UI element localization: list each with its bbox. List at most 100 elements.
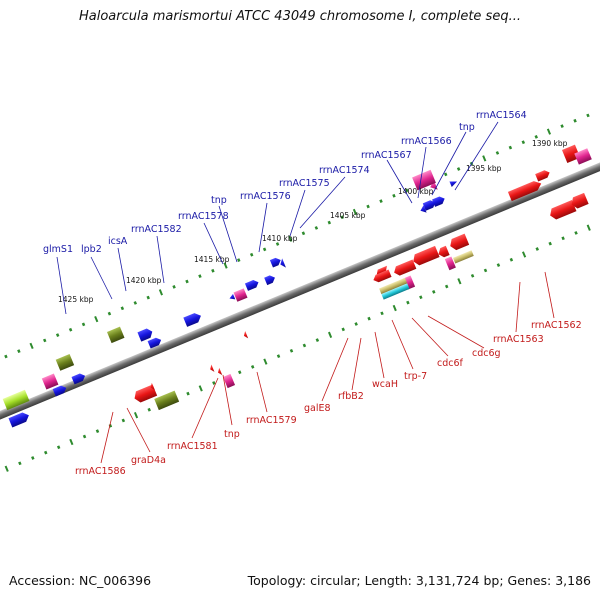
leader-line (191, 377, 219, 439)
major-tick (327, 331, 333, 338)
minor-tick (535, 247, 539, 251)
minor-tick (31, 456, 35, 460)
minor-tick (341, 327, 345, 332)
major-tick (482, 155, 487, 162)
gene-label: tnp (459, 122, 475, 133)
gene-label: rrnAC1567 (361, 150, 412, 161)
gene-feature (52, 385, 67, 397)
gene-feature (507, 181, 542, 202)
leader-line (218, 205, 238, 263)
leader-line (417, 146, 427, 199)
gene-feature (403, 275, 416, 290)
forward-strand-features (2, 144, 592, 428)
minor-tick (55, 333, 60, 337)
minor-tick (212, 381, 216, 385)
gene-feature (264, 275, 275, 286)
minor-tick (574, 231, 578, 235)
gene-feature (280, 258, 286, 268)
gene-feature (379, 277, 408, 295)
leader-line (203, 222, 224, 265)
gene-feature (412, 169, 436, 191)
minor-tick (302, 343, 307, 348)
minor-tick (573, 118, 577, 123)
minor-tick (249, 252, 254, 257)
leader-line (374, 331, 385, 379)
minor-tick (521, 140, 526, 145)
minor-tick (133, 301, 138, 305)
gene-feature (420, 205, 427, 213)
gene-feature (438, 245, 450, 258)
leader-line (117, 247, 127, 292)
gene-feature (183, 313, 201, 327)
gene-feature (432, 196, 445, 207)
gene-label: glmS1 (43, 244, 73, 255)
major-tick (522, 251, 527, 258)
gene-label: rrnAC1579 (246, 415, 297, 426)
major-tick (94, 315, 99, 323)
gene-feature (223, 373, 236, 389)
major-tick (352, 208, 358, 216)
gene-feature (535, 170, 550, 182)
major-tick (546, 128, 552, 135)
gene-label: wcaH (372, 379, 398, 390)
top-gene-label-texts: rrnAC1564 tnp rrnAC1566 rrnAC1567 rrnAC1… (43, 110, 527, 255)
leader-line (454, 121, 499, 191)
genome-frame (0, 113, 600, 472)
gene-label: rrnAC1563 (493, 334, 544, 345)
minor-tick (534, 134, 538, 139)
minor-tick (432, 290, 436, 294)
minor-tick (107, 311, 112, 316)
gene-label: rrnAC1564 (476, 110, 527, 121)
minor-tick (379, 199, 383, 204)
leader-line (56, 256, 67, 315)
minor-tick (366, 204, 370, 209)
minor-tick (198, 274, 202, 279)
minor-tick (237, 258, 241, 262)
leader-line (289, 189, 306, 237)
gene-label: rrnAC1566 (401, 136, 452, 147)
gene-label: trp-7 (404, 371, 427, 382)
gene-feature (450, 233, 470, 251)
minor-tick (81, 322, 86, 327)
gene-label: rrnAC1578 (178, 211, 229, 222)
gene-feature (147, 337, 162, 349)
gene-feature (217, 367, 223, 376)
gene-feature (229, 293, 236, 300)
gene-feature (561, 144, 581, 163)
gene-label: rfbB2 (338, 391, 364, 402)
minor-tick (56, 445, 61, 450)
minor-tick (470, 273, 475, 278)
bottom-gene-labels (100, 271, 555, 464)
major-tick (4, 465, 9, 472)
chromosome-backbone (0, 157, 600, 425)
scale-label: 1400 kbp (398, 187, 434, 196)
gene-feature (574, 148, 592, 165)
leader-line (515, 281, 521, 333)
scale-label: 1420 kbp (126, 276, 162, 285)
major-tick (158, 289, 163, 296)
gene-feature (71, 373, 86, 385)
minor-tick (495, 151, 500, 155)
gene-feature (243, 331, 249, 339)
minor-tick (443, 172, 448, 177)
minor-tick (43, 338, 47, 343)
minor-tick (314, 226, 319, 230)
minor-tick (4, 354, 8, 359)
leader-line (156, 235, 165, 284)
gene-label: tnp (224, 429, 240, 440)
gene-label: rrnAC1575 (279, 178, 330, 189)
minor-tick (508, 145, 513, 150)
top-tick-track (4, 113, 590, 359)
minor-tick (18, 461, 22, 466)
minor-tick (392, 193, 396, 198)
minor-tick (509, 257, 514, 262)
leader-line (321, 337, 349, 402)
leader-line (544, 271, 555, 319)
leader-line (351, 337, 362, 391)
minor-tick (301, 231, 306, 236)
gene-label: cdc6g (472, 348, 501, 359)
minor-tick (120, 306, 125, 311)
leader-line (100, 411, 114, 464)
minor-tick (186, 391, 190, 396)
